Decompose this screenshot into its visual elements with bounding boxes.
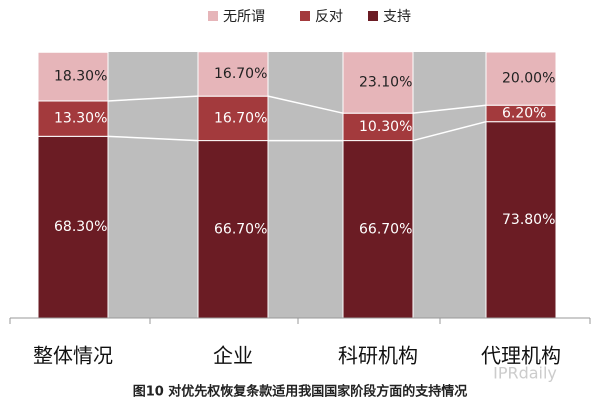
x-tick-label: 企业 bbox=[213, 344, 253, 368]
value-label: 66.70% bbox=[214, 221, 267, 237]
bar-segment bbox=[37, 100, 109, 137]
legend-swatch bbox=[208, 11, 218, 21]
x-tick-label: 整体情况 bbox=[33, 344, 113, 368]
value-label: 73.80% bbox=[502, 212, 555, 228]
bar-segment bbox=[37, 51, 109, 102]
connector bbox=[412, 104, 487, 114]
value-label: 16.70% bbox=[214, 110, 267, 126]
value-label: 13.30% bbox=[54, 111, 107, 127]
x-tick-label: 科研机构 bbox=[338, 344, 418, 368]
value-label: 20.00% bbox=[502, 71, 555, 87]
value-label: 68.30% bbox=[54, 219, 107, 235]
legend-swatch bbox=[368, 11, 378, 21]
bar-segment bbox=[197, 140, 269, 319]
watermark: IPRdaily bbox=[493, 364, 557, 383]
value-label: 10.30% bbox=[359, 119, 412, 135]
bar-segment bbox=[342, 112, 414, 142]
connector bbox=[107, 95, 199, 102]
legend-label: 无所谓 bbox=[223, 9, 265, 25]
value-label: 23.10% bbox=[359, 74, 412, 90]
bar-segment bbox=[37, 135, 109, 319]
connector bbox=[267, 95, 344, 114]
legend-label: 支持 bbox=[383, 9, 411, 25]
connector bbox=[107, 135, 199, 142]
connector bbox=[412, 120, 487, 142]
value-label: 18.30% bbox=[54, 69, 107, 85]
legend-swatch bbox=[300, 11, 310, 21]
value-label: 6.20% bbox=[502, 105, 546, 121]
bar-segment bbox=[197, 51, 269, 97]
value-label: 66.70% bbox=[359, 221, 412, 237]
bar-segment bbox=[342, 51, 414, 114]
legend-label: 反对 bbox=[315, 9, 343, 25]
bar-segment bbox=[342, 140, 414, 319]
x-tick-label: 代理机构 bbox=[481, 344, 561, 368]
value-label: 16.70% bbox=[214, 66, 267, 82]
bar-segment bbox=[485, 51, 557, 106]
gap-fill bbox=[38, 52, 556, 318]
chart-title: 图10 对优先权恢复条款适用我国国家阶段方面的支持情况 bbox=[133, 384, 468, 400]
